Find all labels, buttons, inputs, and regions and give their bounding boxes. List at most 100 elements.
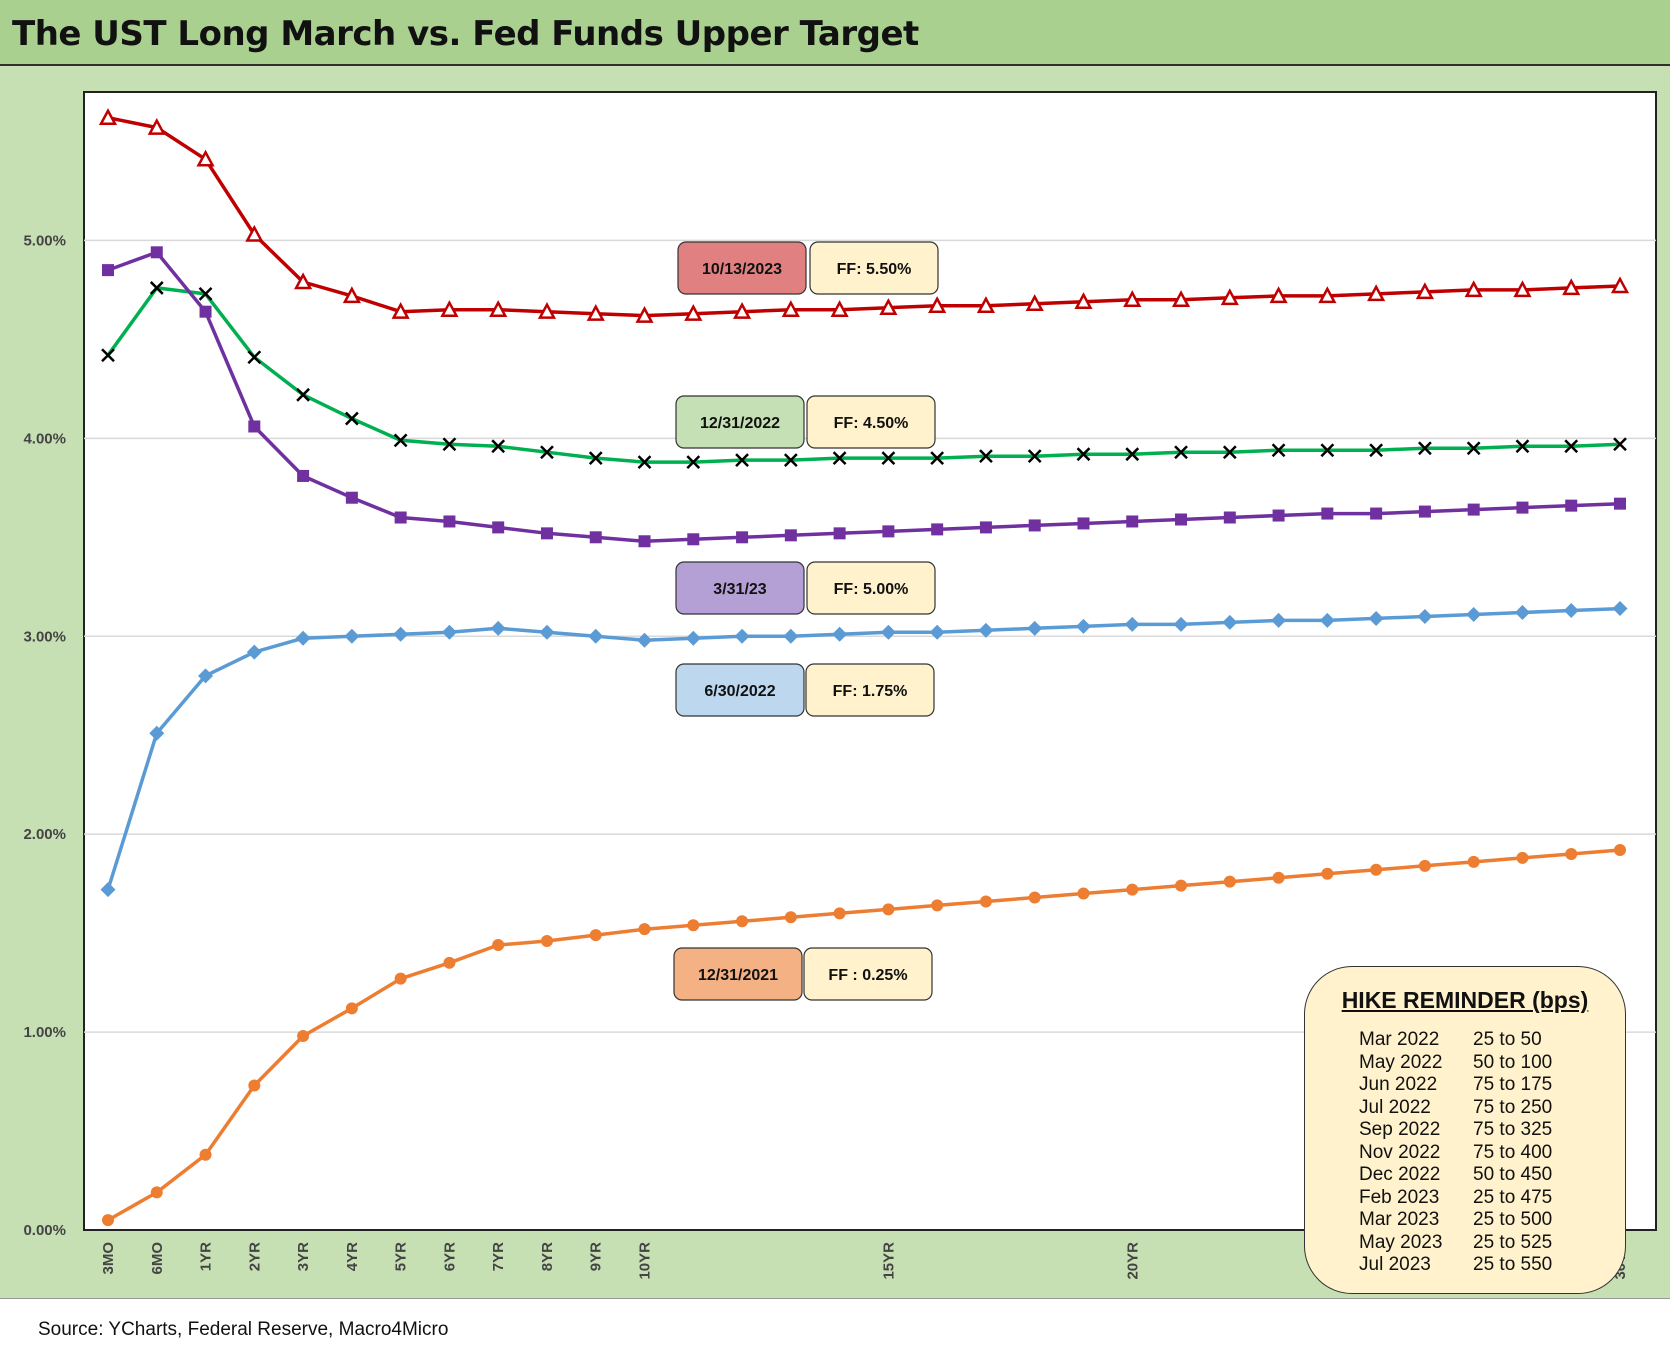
data-point-s2022dec — [1515, 439, 1530, 454]
data-point-s2022jun — [149, 725, 165, 741]
data-point-s2021 — [102, 1214, 114, 1227]
data-point-s2021 — [833, 907, 846, 920]
data-point-s2021 — [1370, 863, 1383, 876]
data-point-s2021 — [394, 972, 407, 985]
data-point-s2022jun — [393, 626, 409, 642]
data-point-s2022jun — [1612, 601, 1628, 617]
hike-row: Sep 2022 75 to 325 — [1305, 1119, 1625, 1142]
data-point-s2022dec — [1174, 445, 1188, 460]
data-point-s2021 — [1223, 875, 1236, 888]
date-label-text: 10/13/2023 — [702, 261, 782, 278]
data-point-s2021 — [687, 919, 700, 932]
data-point-s2022dec — [393, 433, 408, 448]
series-line-s2021 — [107, 848, 1621, 1222]
data-point-s2023mar — [443, 515, 456, 528]
data-point-s2021 — [882, 903, 895, 916]
source-bar: Source: YCharts, Federal Reserve, Macro4… — [0, 1298, 1670, 1355]
data-point-s2022jun — [1027, 620, 1043, 636]
data-point-s2022dec — [1320, 443, 1335, 458]
data-point-s2023 — [684, 304, 703, 321]
data-point-s2022jun — [1319, 612, 1335, 628]
data-point-s2023 — [1074, 292, 1093, 310]
hike-date: May 2023 — [1359, 1231, 1443, 1253]
y-tick-label: 4.00% — [23, 430, 66, 447]
x-tick-label: 15YR — [880, 1242, 897, 1280]
data-point-s2023 — [879, 298, 898, 315]
x-tick-label: 5YR — [393, 1242, 410, 1271]
data-point-s2022dec — [1418, 441, 1432, 456]
data-point-s2022jun — [1417, 608, 1433, 624]
data-point-s2022dec — [832, 451, 847, 466]
date-label-text: 6/30/2022 — [704, 683, 775, 700]
data-point-s2022dec — [588, 451, 603, 466]
data-point-s2023 — [1367, 284, 1386, 302]
data-point-s2023 — [391, 302, 410, 319]
hike-date: May 2022 — [1359, 1051, 1443, 1073]
data-point-s2022dec — [979, 449, 993, 464]
data-point-s2022jun — [978, 622, 994, 638]
date-label-text: 12/31/2022 — [700, 415, 780, 432]
data-point-s2022jun — [685, 630, 701, 646]
data-point-s2022jun — [1075, 618, 1091, 634]
data-point-s2023 — [1464, 280, 1483, 298]
data-point-s2023 — [635, 306, 654, 323]
data-point-s2023mar — [1370, 507, 1383, 520]
hike-row: Jul 2023 25 to 550 — [1305, 1254, 1625, 1277]
data-point-s2021 — [1418, 859, 1431, 872]
date-label-box — [677, 241, 807, 295]
data-point-s2021 — [979, 895, 992, 908]
series-line-s2023mar — [107, 250, 1621, 544]
data-point-s2021 — [199, 1148, 212, 1161]
data-point-s2023mar — [345, 491, 358, 504]
data-point-s2023 — [1025, 294, 1044, 312]
hike-row: Nov 2022 75 to 400 — [1305, 1142, 1625, 1165]
data-point-s2023mar — [1418, 505, 1431, 518]
data-point-s2022jun — [441, 624, 457, 640]
data-point-s2022dec — [1369, 443, 1384, 458]
hike-row: Dec 2022 50 to 450 — [1305, 1164, 1625, 1187]
hike-range: 50 to 100 — [1473, 1051, 1553, 1073]
date-label-box — [675, 561, 805, 615]
data-point-s2023mar — [1272, 509, 1285, 522]
source-note: Source: YCharts, Federal Reserve, Macro4… — [38, 1319, 449, 1340]
y-tick-label: 3.00% — [23, 628, 66, 645]
x-tick-label: 2YR — [246, 1242, 263, 1271]
data-point-s2022dec — [1466, 441, 1481, 456]
data-point-s2022jun — [588, 628, 604, 644]
ff-label-text: FF: 1.75% — [833, 683, 908, 700]
data-point-s2021 — [1126, 883, 1139, 896]
data-point-s2021 — [1175, 879, 1188, 892]
data-point-s2021 — [1077, 887, 1090, 900]
data-point-s2023 — [1562, 278, 1581, 296]
hike-range: 75 to 325 — [1473, 1119, 1553, 1140]
data-point-s2021 — [736, 915, 749, 928]
date-label-text: 12/31/2021 — [698, 967, 778, 984]
data-point-s2023 — [1318, 286, 1337, 304]
data-point-s2022jun — [1466, 606, 1482, 622]
data-point-s2022jun — [1222, 614, 1238, 630]
x-tick-label: 6YR — [441, 1242, 458, 1271]
data-point-s2023mar — [638, 535, 651, 548]
data-point-s2022jun — [1124, 616, 1140, 632]
hike-row: Mar 2023 25 to 500 — [1305, 1209, 1625, 1232]
data-point-s2023 — [830, 300, 849, 317]
data-point-s2023 — [1220, 288, 1239, 306]
data-point-s2023 — [586, 304, 605, 321]
data-point-s2022jun — [880, 624, 896, 640]
data-point-s2022dec — [1271, 443, 1286, 458]
x-tick-label: 8YR — [539, 1242, 556, 1271]
hike-row: May 2023 25 to 525 — [1305, 1232, 1625, 1255]
data-point-s2023mar — [1126, 515, 1139, 528]
data-point-s2023 — [196, 149, 215, 167]
data-point-s2022jun — [198, 668, 214, 684]
ff-label-text: FF : 0.25% — [828, 967, 907, 984]
data-point-s2022jun — [637, 632, 653, 648]
data-point-s2022dec — [1076, 447, 1091, 462]
data-point-s2023 — [440, 300, 459, 317]
data-point-s2023mar — [150, 246, 163, 259]
ff-label-box — [805, 663, 935, 717]
data-point-s2023 — [976, 296, 996, 313]
data-point-s2022jun — [490, 620, 506, 636]
data-point-s2023mar — [784, 529, 797, 542]
data-point-s2022dec — [149, 281, 164, 295]
